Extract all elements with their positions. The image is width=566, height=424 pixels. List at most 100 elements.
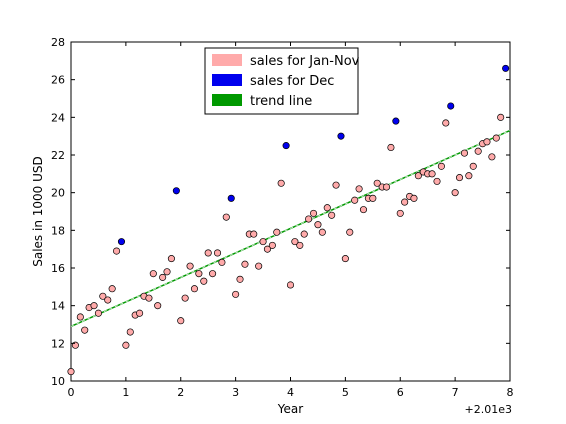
point-jan-nov-56 (346, 228, 354, 236)
x-tick-label-5: 5 (342, 386, 349, 399)
point-jan-nov-51 (318, 228, 326, 236)
legend-swatch-trend (212, 94, 242, 106)
point-jan-nov-54 (332, 181, 340, 189)
point-jan-nov-74 (433, 177, 441, 185)
point-dec-3 (282, 142, 290, 150)
point-jan-nov-43 (277, 179, 285, 187)
point-dec-7 (502, 64, 510, 72)
y-tick-label-3: 16 (51, 262, 65, 275)
legend-label-trend: trend line (250, 94, 312, 109)
point-jan-nov-8 (104, 296, 112, 304)
point-jan-nov-77 (451, 189, 459, 197)
point-jan-nov-67 (401, 198, 409, 206)
point-jan-nov-58 (355, 185, 363, 193)
point-jan-nov-82 (474, 147, 482, 155)
point-jan-nov-11 (122, 341, 130, 349)
point-jan-nov-41 (268, 241, 276, 249)
point-jan-nov-33 (232, 290, 240, 298)
y-tick-label-6: 22 (51, 149, 65, 162)
y-tick-label-7: 24 (51, 111, 65, 124)
point-jan-nov-66 (396, 209, 404, 217)
x-tick-label-7: 7 (452, 386, 459, 399)
point-jan-nov-79 (460, 149, 469, 157)
points-layer (67, 64, 510, 376)
point-jan-nov-80 (465, 172, 473, 180)
point-jan-nov-23 (181, 294, 189, 302)
point-jan-nov-78 (455, 174, 464, 182)
point-jan-nov-3 (81, 326, 89, 334)
point-jan-nov-5 (90, 302, 98, 310)
point-jan-nov-32 (222, 213, 230, 221)
point-jan-nov-85 (488, 153, 496, 161)
point-jan-nov-34 (236, 275, 244, 283)
point-jan-nov-46 (296, 241, 304, 249)
legend-label-dec: sales for Dec (250, 74, 334, 89)
x-tick-label-6: 6 (397, 386, 404, 399)
point-jan-nov-26 (195, 270, 203, 278)
y-tick-label-2: 14 (51, 300, 65, 313)
point-jan-nov-49 (309, 209, 318, 217)
point-jan-nov-45 (291, 238, 299, 246)
ticks-layer (70, 41, 511, 382)
point-jan-nov-59 (359, 206, 368, 214)
point-jan-nov-73 (428, 170, 436, 178)
point-jan-nov-22 (177, 317, 185, 325)
point-jan-nov-70 (414, 172, 422, 180)
x-axis-label: Year (277, 402, 303, 416)
point-jan-nov-12 (126, 328, 134, 336)
legend-swatch-jan-nov (212, 54, 242, 66)
x-tick-label-4: 4 (287, 386, 294, 399)
point-jan-nov-61 (369, 194, 377, 202)
x-tick-label-1: 1 (122, 386, 129, 399)
y-tick-label-1: 12 (51, 337, 65, 350)
point-jan-nov-86 (492, 134, 500, 142)
point-jan-nov-55 (341, 255, 349, 263)
point-jan-nov-38 (255, 262, 263, 270)
y-tick-label-4: 18 (51, 224, 65, 237)
point-jan-nov-19 (159, 273, 167, 281)
point-jan-nov-76 (442, 119, 450, 127)
point-jan-nov-30 (213, 249, 222, 257)
point-jan-nov-6 (94, 309, 102, 317)
point-jan-nov-62 (373, 179, 381, 187)
point-jan-nov-84 (483, 138, 491, 146)
x-axis-offset-label: +2.01e3 (465, 403, 512, 416)
point-jan-nov-47 (300, 230, 308, 238)
point-jan-nov-17 (149, 270, 157, 278)
y-tick-label-0: 10 (51, 375, 65, 388)
point-jan-nov-39 (259, 238, 267, 246)
point-jan-nov-9 (108, 285, 116, 293)
point-dec-2 (227, 194, 235, 202)
x-tick-label-3: 3 (232, 386, 239, 399)
legend: sales for Jan-Nov sales for Dec trend li… (204, 47, 360, 115)
point-dec-4 (337, 132, 345, 140)
point-jan-nov-10 (112, 247, 121, 255)
point-jan-nov-37 (250, 230, 258, 238)
point-jan-nov-7 (99, 292, 107, 300)
y-tick-label-8: 26 (51, 74, 65, 87)
point-jan-nov-14 (136, 309, 144, 317)
x-tick-label-2: 2 (177, 386, 184, 399)
point-jan-nov-42 (273, 228, 281, 236)
y-tick-label-9: 28 (51, 36, 65, 49)
point-jan-nov-18 (154, 302, 162, 310)
point-jan-nov-50 (314, 221, 322, 229)
point-dec-1 (172, 187, 180, 195)
point-jan-nov-53 (328, 211, 336, 219)
y-axis-label: Sales in 1000 USD (31, 156, 45, 267)
point-dec-6 (447, 102, 455, 110)
y-tick-label-5: 20 (51, 187, 65, 200)
point-jan-nov-75 (437, 162, 445, 170)
point-jan-nov-25 (190, 285, 199, 293)
point-jan-nov-65 (387, 143, 395, 152)
point-dec-5 (392, 117, 400, 125)
point-jan-nov-81 (469, 162, 477, 170)
point-jan-nov-57 (351, 196, 359, 204)
point-jan-nov-21 (167, 255, 175, 263)
x-tick-label-8: 8 (507, 386, 514, 399)
point-jan-nov-24 (186, 262, 194, 270)
legend-label-jan-nov: sales for Jan-Nov (250, 54, 360, 69)
point-jan-nov-20 (163, 268, 171, 276)
x-tick-label-0: 0 (68, 386, 75, 399)
